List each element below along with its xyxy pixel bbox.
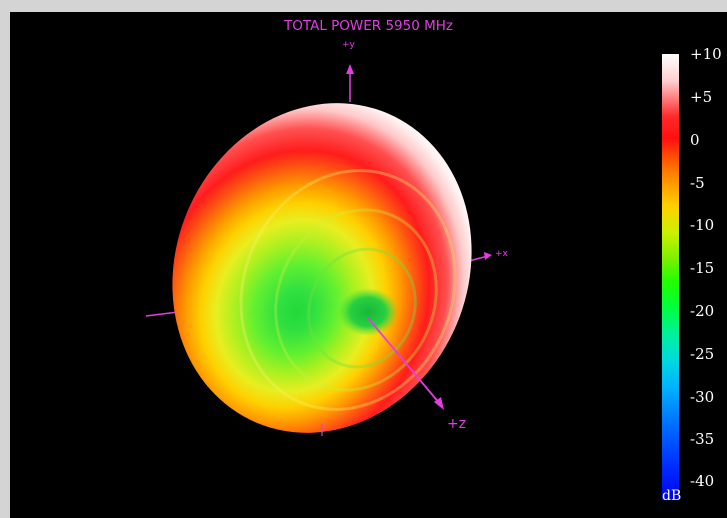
y-axis-arrow (346, 64, 354, 74)
pattern-ring (239, 169, 457, 411)
z-axis-label: +z (447, 416, 467, 432)
colorbar-tick: -25 (690, 345, 715, 363)
pattern-ring (307, 247, 417, 369)
y-axis-label: +y (342, 40, 355, 50)
colorbar-gradient (662, 54, 679, 500)
z-axis-arrow (434, 397, 444, 410)
pattern-lobe (172, 103, 472, 433)
plot-viewport[interactable]: TOTAL POWER 5950 MHz +y +x +z +10 +5 0 -… (10, 12, 727, 518)
plot-title: TOTAL POWER 5950 MHz (284, 18, 453, 34)
colorbar-tick: -40 (690, 472, 715, 490)
colorbar-tick: +5 (690, 88, 713, 106)
neg-x-axis-line (145, 311, 179, 317)
colorbar-unit-label: dB (662, 488, 682, 504)
z-axis-line (367, 317, 441, 405)
pattern-core (338, 288, 398, 336)
colorbar-tick: -30 (690, 388, 715, 406)
colorbar-tick: -20 (690, 302, 715, 320)
colorbar-tick: -15 (690, 259, 715, 277)
colorbar-tick: -10 (690, 216, 715, 234)
colorbar-tick: +10 (690, 45, 722, 63)
radiation-pattern-3d[interactable] (10, 12, 727, 518)
x-axis-label: +x (495, 249, 508, 259)
colorbar-tick: 0 (690, 131, 700, 149)
pattern-ring (274, 208, 438, 392)
x-axis-arrow (484, 252, 492, 260)
colorbar-tick: -5 (690, 174, 705, 192)
colorbar-tick: -35 (690, 430, 715, 448)
